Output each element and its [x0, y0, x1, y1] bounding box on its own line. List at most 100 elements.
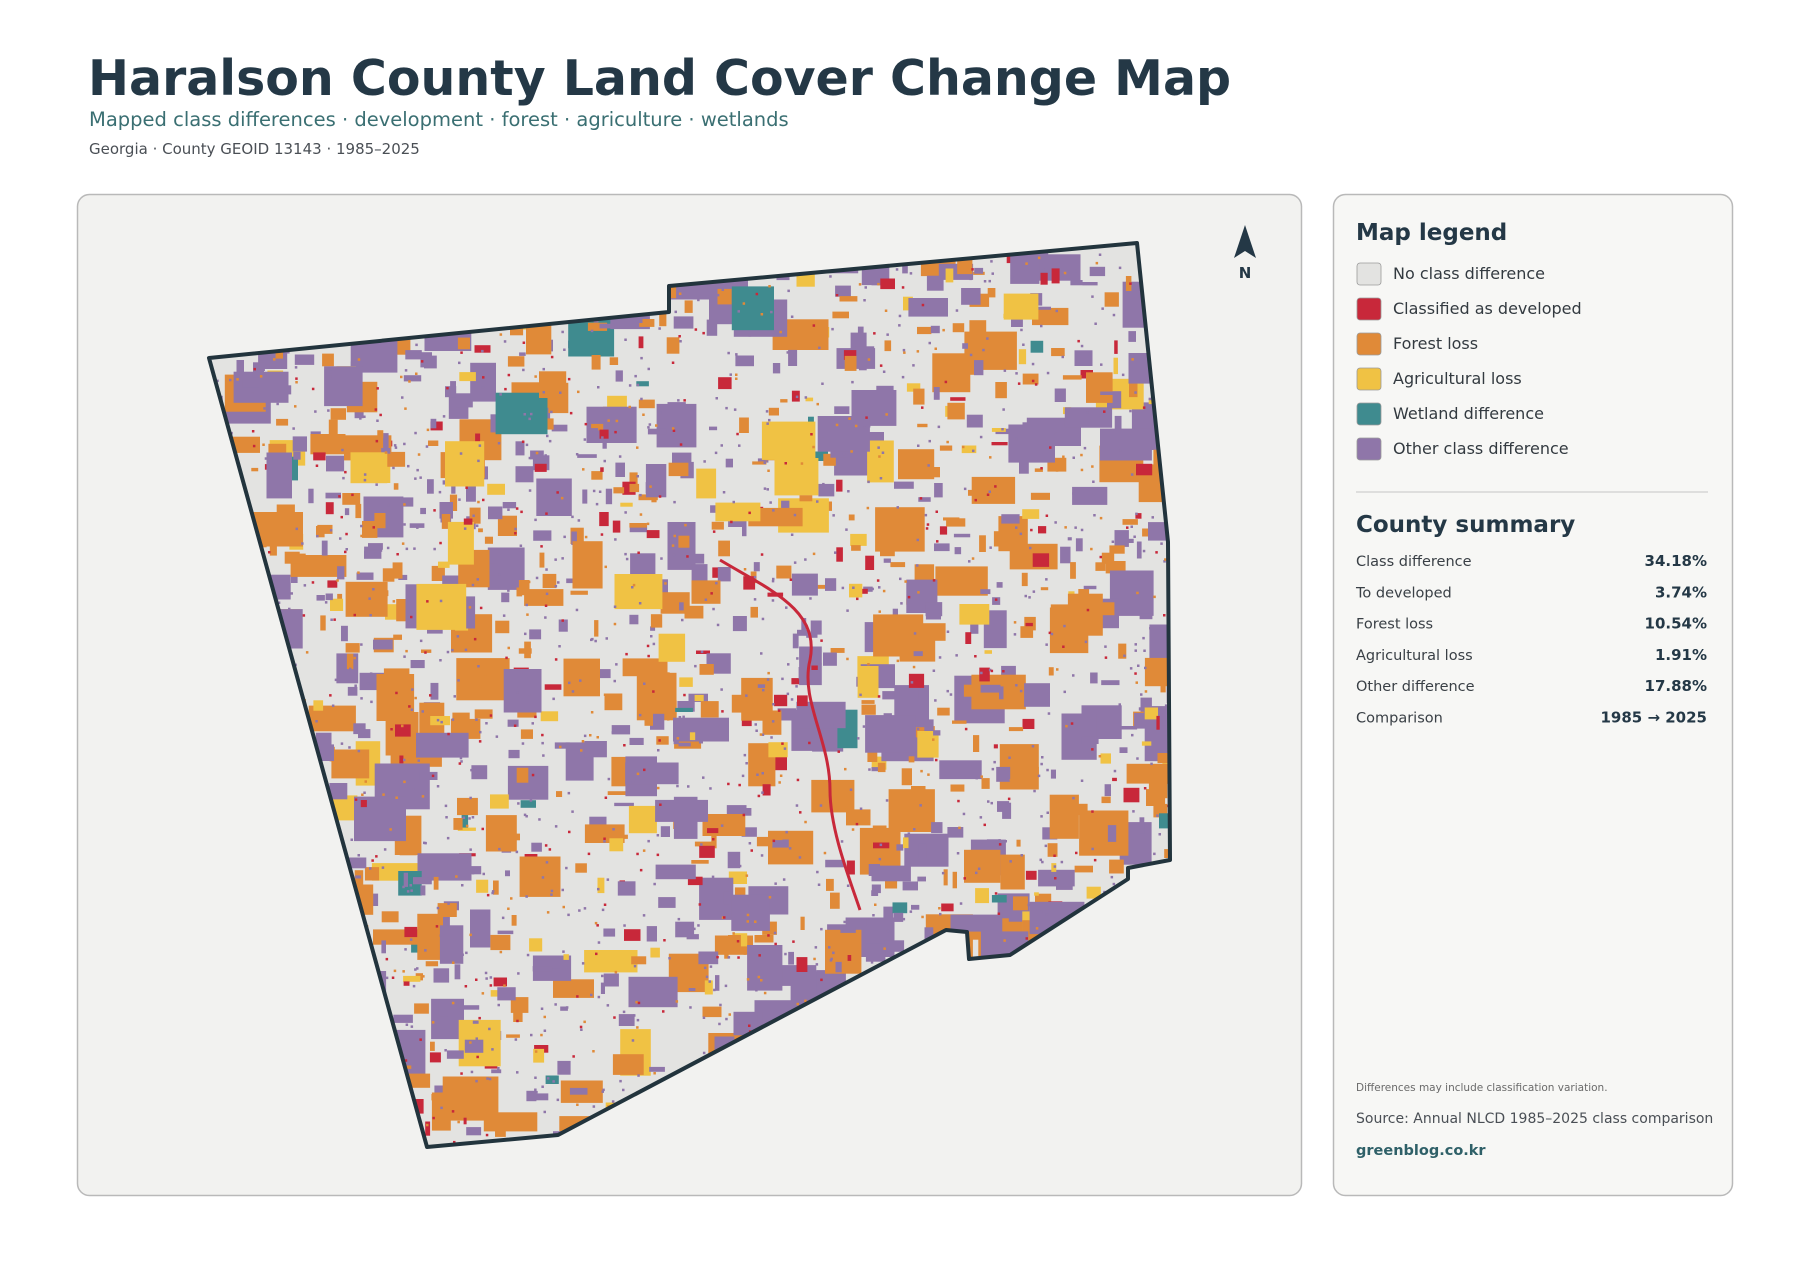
speckle: [968, 560, 971, 563]
speckle: [636, 475, 639, 478]
speckle: [516, 691, 519, 694]
speckle: [363, 791, 366, 794]
patch: [450, 381, 456, 398]
speckle: [772, 839, 776, 843]
patch: [817, 416, 870, 452]
legend-swatch: [1356, 262, 1382, 286]
speckle: [341, 448, 344, 452]
speckle: [754, 1002, 757, 1006]
speckle: [840, 840, 844, 843]
patch: [570, 590, 588, 595]
speckle: [440, 735, 443, 738]
patch: [834, 406, 850, 414]
speckle: [1007, 797, 1011, 801]
patch: [470, 362, 496, 402]
speckle: [475, 718, 478, 721]
patch: [645, 464, 667, 498]
patch: [650, 947, 660, 958]
speckle: [561, 888, 564, 892]
speckle: [713, 988, 716, 992]
speckle: [711, 875, 715, 879]
speckle: [1075, 269, 1078, 273]
patch: [503, 669, 542, 713]
speckle: [646, 644, 650, 648]
speckle: [989, 644, 992, 647]
speckle: [603, 903, 607, 906]
speckle: [944, 380, 948, 384]
speckle: [1077, 339, 1080, 343]
speckle: [534, 715, 537, 719]
speckle: [575, 608, 579, 612]
patch: [823, 652, 837, 666]
speckle: [579, 679, 582, 682]
patch: [438, 561, 450, 568]
speckle: [543, 1029, 547, 1032]
patch: [493, 977, 507, 987]
patch: [1035, 893, 1052, 903]
speckle: [1062, 645, 1065, 648]
speckle: [357, 749, 361, 753]
patch: [947, 402, 965, 420]
speckle: [1080, 344, 1084, 348]
patch: [800, 916, 805, 930]
speckle: [787, 663, 790, 666]
patch: [430, 418, 437, 429]
speckle: [1063, 624, 1066, 628]
speckle: [1139, 320, 1143, 323]
patch: [591, 471, 603, 480]
patch: [347, 686, 358, 696]
patch: [1086, 886, 1101, 899]
speckle: [722, 491, 726, 494]
speckle: [357, 358, 361, 361]
speckle: [871, 587, 874, 591]
speckle: [768, 947, 771, 950]
patch: [1122, 519, 1138, 525]
speckle: [704, 598, 708, 601]
speckle: [804, 820, 807, 824]
speckle: [534, 1095, 537, 1098]
speckle: [672, 429, 676, 432]
speckle: [515, 850, 519, 854]
speckle: [417, 759, 420, 762]
patch: [818, 483, 835, 497]
patch: [456, 393, 473, 408]
patch: [646, 926, 657, 942]
speckle: [631, 780, 635, 784]
speckle: [416, 1043, 419, 1046]
speckle: [469, 933, 472, 937]
speckle: [763, 991, 767, 995]
speckle: [459, 756, 463, 760]
speckle: [369, 614, 372, 617]
speckle: [816, 402, 819, 406]
patch: [991, 442, 1008, 446]
patch: [403, 872, 408, 887]
speckle: [295, 377, 298, 380]
patch: [1136, 463, 1153, 476]
speckle: [796, 657, 799, 660]
patch: [846, 809, 871, 826]
patch: [742, 519, 747, 537]
speckle: [932, 669, 936, 672]
speckle: [681, 618, 684, 622]
speckle: [1072, 492, 1075, 495]
patch: [975, 888, 989, 904]
patch: [1089, 815, 1101, 831]
speckle: [642, 849, 646, 852]
patch: [404, 926, 418, 938]
patch: [495, 392, 548, 435]
speckle: [489, 714, 493, 717]
speckle: [1004, 701, 1008, 704]
speckle: [746, 913, 750, 917]
speckle: [478, 740, 482, 743]
patch: [931, 822, 943, 834]
speckle: [813, 704, 816, 707]
patch: [1146, 789, 1166, 806]
patch: [1003, 293, 1039, 320]
patch: [355, 503, 362, 519]
speckle: [1144, 666, 1147, 670]
speckle: [768, 418, 771, 422]
speckle: [1080, 468, 1084, 472]
patch: [603, 928, 616, 937]
speckle: [1013, 621, 1017, 624]
speckle: [785, 606, 788, 609]
